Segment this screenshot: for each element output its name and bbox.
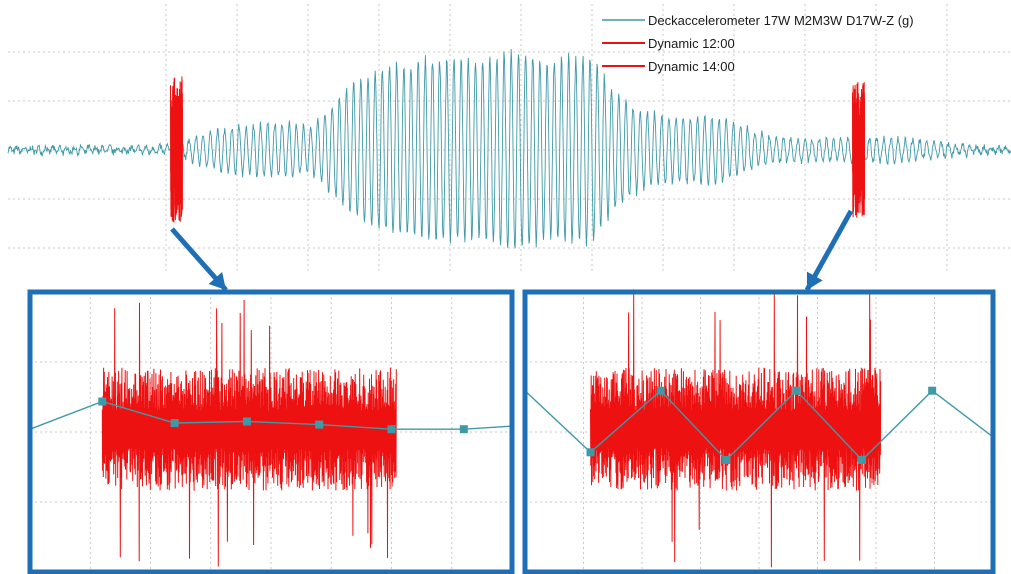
dynamic-burst-1	[170, 76, 183, 223]
dynamic-line-zoom	[101, 299, 397, 567]
legend-label-dynamic-1200: Dynamic 12:00	[648, 36, 735, 51]
callout-arrows	[170, 209, 854, 292]
accel-marker	[242, 417, 251, 426]
accel-marker	[387, 425, 396, 434]
dynamic-line-zoom	[590, 289, 882, 568]
arrow-right-head	[806, 271, 823, 290]
legend: Deckaccelerometer 17W M2M3W D17W-Z (g) D…	[602, 13, 914, 74]
accel-line-zoom	[524, 389, 994, 462]
arrow-left-head	[208, 272, 226, 290]
legend-label-accel: Deckaccelerometer 17W M2M3W D17W-Z (g)	[648, 13, 914, 28]
dynamic-series-overview	[170, 76, 865, 223]
accel-marker	[459, 425, 468, 434]
zoom-frame	[522, 289, 996, 574]
accel-marker	[170, 419, 179, 428]
zoom-frame	[27, 289, 515, 574]
accel-marker	[857, 456, 866, 464]
accel-marker	[315, 420, 324, 429]
zoom-panel-right	[522, 289, 996, 574]
accel-marker	[792, 386, 801, 395]
legend-label-dynamic-1400: Dynamic 14:00	[648, 59, 735, 74]
accel-marker	[722, 456, 731, 464]
zoom-panel-left	[27, 289, 515, 574]
accel-line-zoom	[29, 400, 513, 430]
accel-marker	[928, 386, 937, 395]
accel-marker	[98, 397, 107, 406]
accel-marker	[586, 448, 595, 457]
accel-marker	[656, 386, 665, 395]
dynamic-burst-2	[852, 82, 865, 218]
